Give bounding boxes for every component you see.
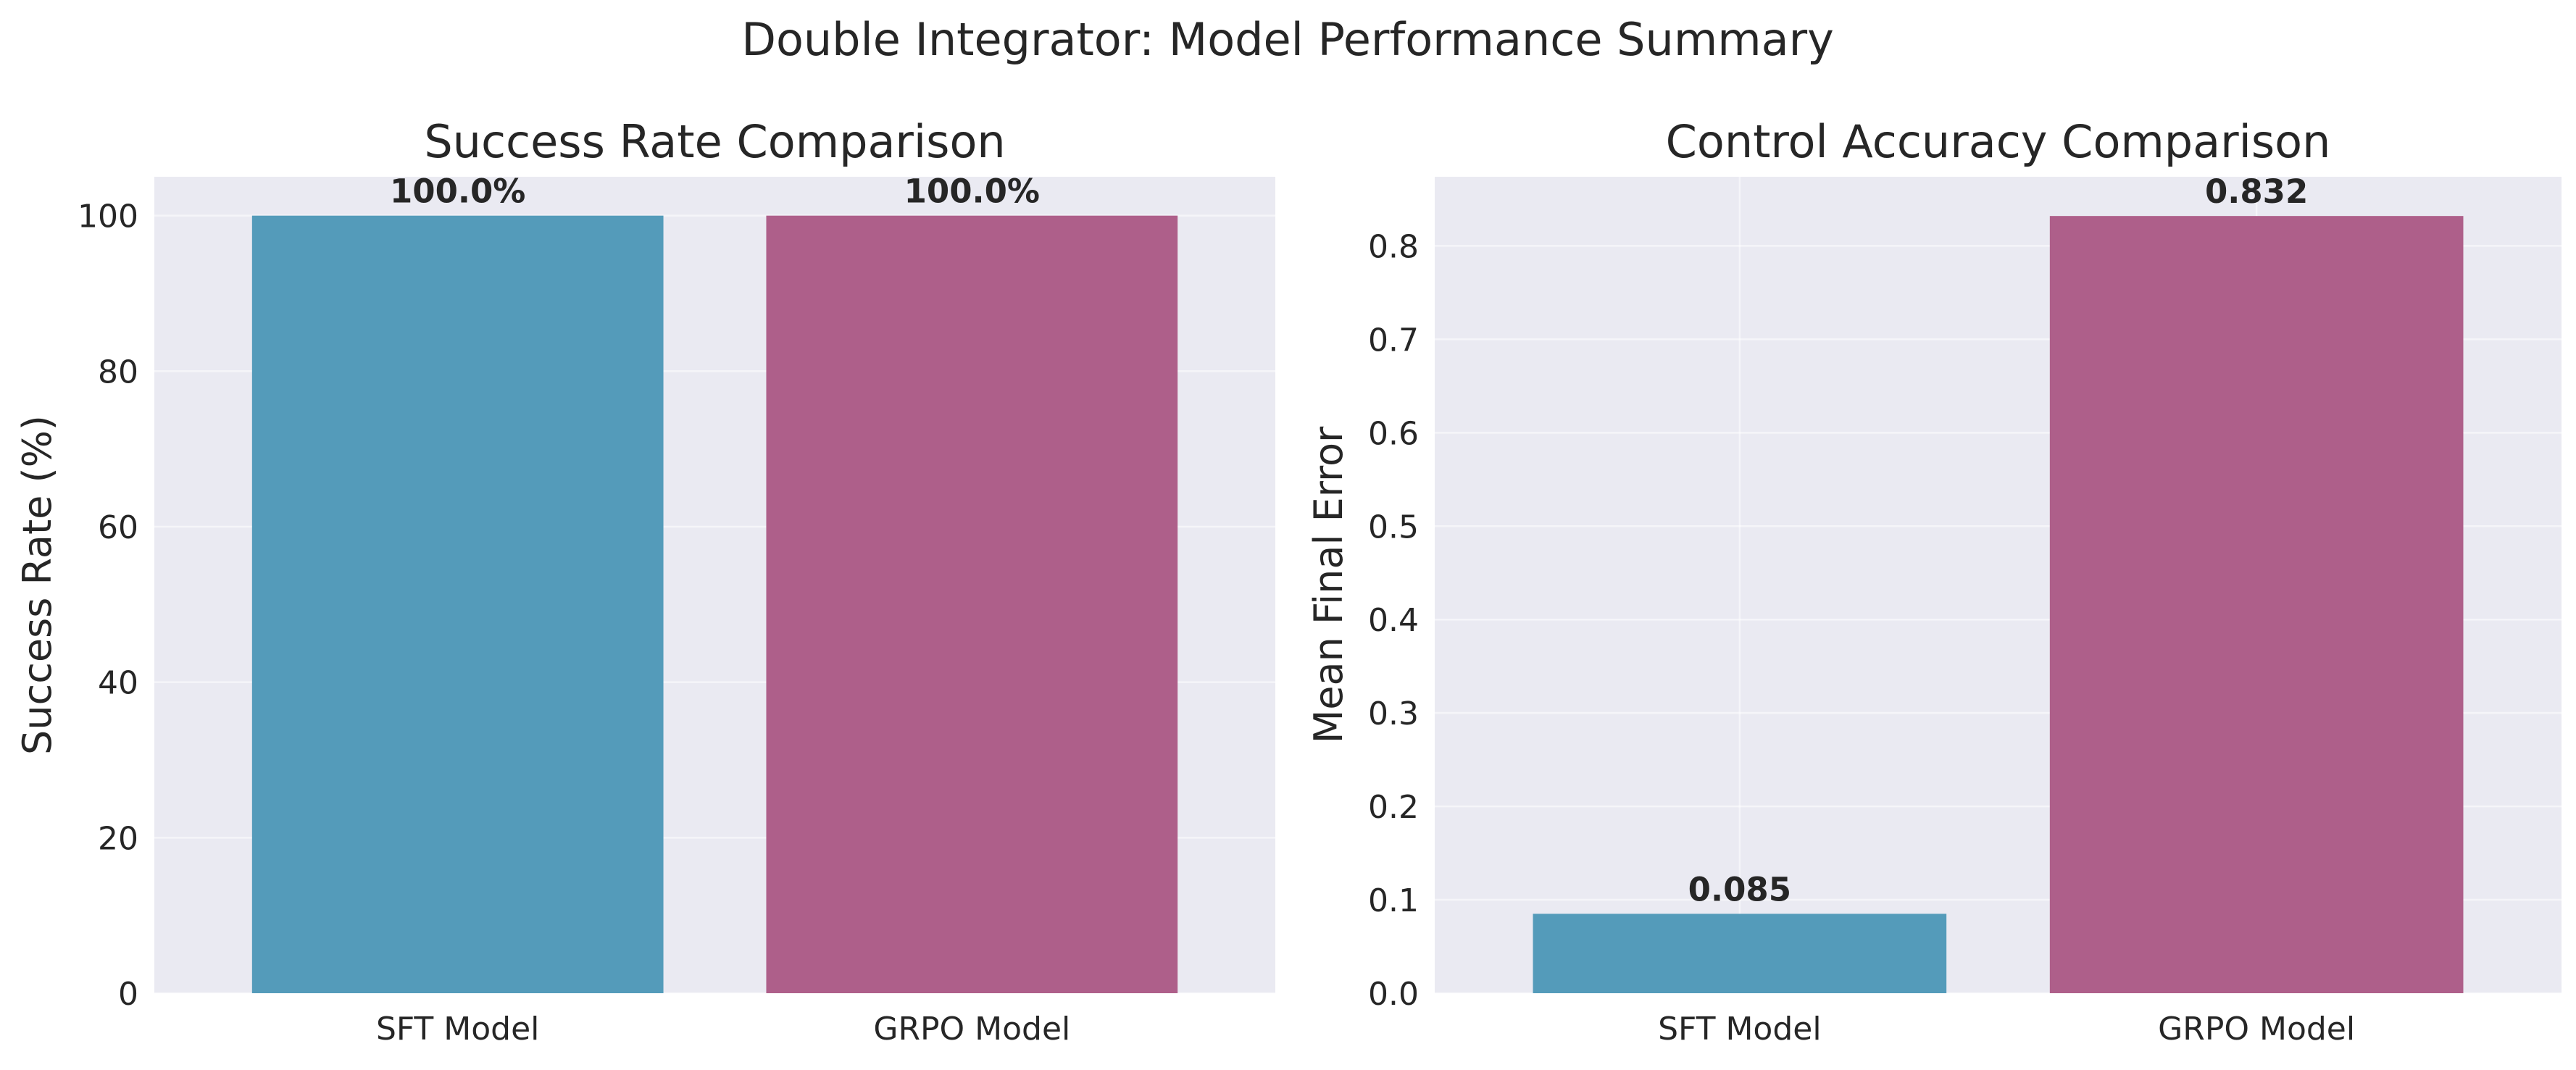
accuracy-value-label: 0.832	[2205, 172, 2308, 211]
accuracy-value-label: 0.085	[1688, 870, 1791, 908]
success-y-tick-label: 100	[78, 198, 138, 235]
accuracy-x-tick-label: GRPO Model	[2158, 1011, 2355, 1048]
success-y-tick-label: 20	[98, 820, 138, 857]
figure-title: Double Integrator: Model Performance Sum…	[741, 13, 1834, 66]
success-chart-title: Success Rate Comparison	[424, 115, 1005, 168]
accuracy-y-tick-label: 0.8	[1368, 228, 1419, 265]
success-value-label: 100.0%	[390, 172, 525, 211]
accuracy-y-tick-label: 0.2	[1368, 789, 1419, 826]
accuracy-y-tick-label: 0.6	[1368, 415, 1419, 452]
accuracy-y-tick-label: 0.0	[1368, 976, 1419, 1013]
control-accuracy-panel: 0.085 0.832 0.0 0.1 0.2 0.3 0.4 0.5 0.6 0.7 0.8 SFT…	[1306, 115, 2562, 1048]
success-rate-panel: 100.0% 100.0% 0 20 40 60 80 100 SFT Model GRPO Mo…	[14, 115, 1275, 1048]
success-bar-sft-model	[251, 215, 664, 994]
success-x-tick-label: GRPO Model	[873, 1011, 1070, 1048]
success-y-tick-label: 0	[118, 976, 138, 1013]
success-y-tick-label: 40	[98, 665, 138, 702]
accuracy-y-tick-label: 0.3	[1368, 695, 1419, 732]
accuracy-bar-grpo-model	[2049, 216, 2464, 993]
accuracy-y-tick-label: 0.1	[1368, 882, 1419, 919]
accuracy-x-tick-label: SFT Model	[1658, 1011, 1821, 1048]
accuracy-y-tick-label: 0.5	[1368, 509, 1419, 546]
success-bar-grpo-model	[766, 215, 1178, 994]
accuracy-y-tick-label: 0.4	[1368, 602, 1419, 639]
accuracy-chart-title: Control Accuracy Comparison	[1666, 115, 2331, 168]
success-y-tick-label: 80	[98, 354, 138, 390]
accuracy-y-axis-label: Mean Final Error	[1306, 426, 1351, 743]
success-x-tick-label: SFT Model	[376, 1011, 539, 1048]
accuracy-bar-sft-model	[1533, 914, 1947, 993]
success-y-axis-label: Success Rate (%)	[14, 415, 60, 755]
accuracy-y-tick-label: 0.7	[1368, 322, 1419, 359]
success-y-tick-label: 60	[98, 509, 138, 546]
success-value-label: 100.0%	[904, 172, 1040, 211]
